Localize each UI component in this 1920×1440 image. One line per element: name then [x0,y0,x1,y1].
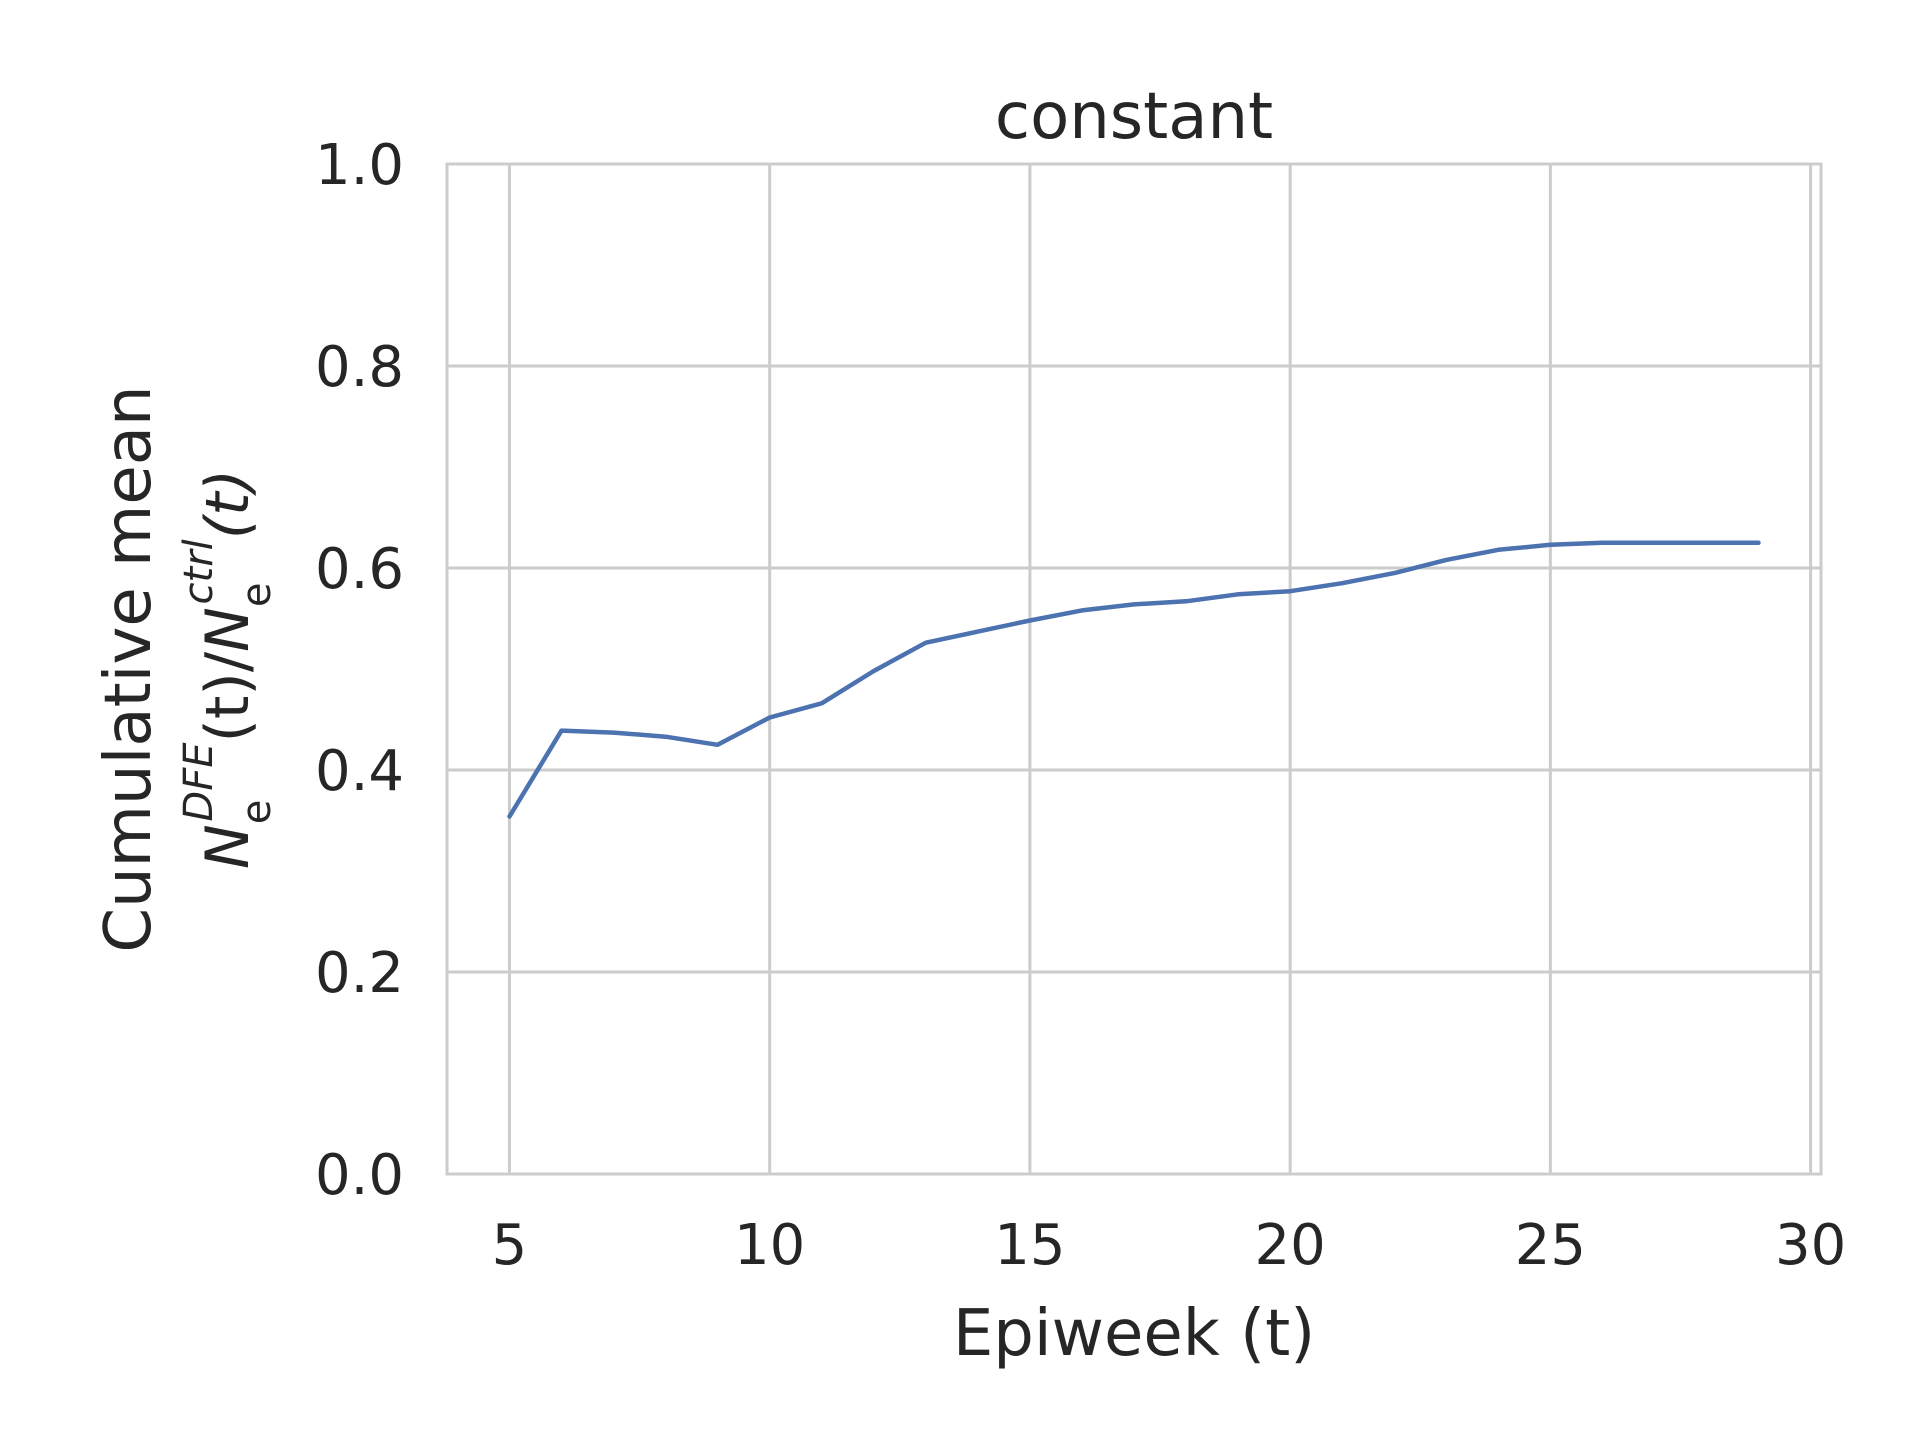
x-tick-label: 15 [994,1213,1065,1278]
x-tick-label: 5 [492,1213,528,1278]
y-tick-label: 0.6 [315,537,404,602]
y-tick-label: 0.4 [315,739,404,804]
y-tick-label: 1.0 [315,133,404,198]
x-axis-label: Epiweek (t) [953,1297,1315,1371]
ylabel-mid: (t)/ [193,651,263,742]
ylabel-n2-sub: e [234,582,280,607]
y-tick-label: 0.0 [315,1143,404,1208]
y-tick-label: 0.2 [315,941,404,1006]
x-tick-label: 10 [734,1213,805,1278]
y-axis-label-line1: Cumulative mean [92,385,166,952]
plot-frame [445,162,1823,1176]
plot-area [447,164,1821,1174]
y-axis-label-line2: NeDFE(t)/Nectrl(t) [176,469,280,869]
x-tick-label: 20 [1255,1213,1326,1278]
x-tick-label: 30 [1775,1213,1846,1278]
ylabel-n1-sub: e [234,800,280,825]
x-tick-labels: 5 10 15 20 25 30 [492,1213,1847,1278]
series-line [507,540,1761,819]
ylabel-n2: N [193,607,263,652]
ylabel-n2-sup: ctrl [176,539,222,604]
ylabel-end: (t) [193,469,263,539]
x-tick-label: 25 [1515,1213,1586,1278]
ylabel-n1: N [193,824,263,869]
chart-title: constant [995,80,1273,154]
y-tick-labels: 0.0 0.2 0.4 0.6 0.8 1.0 [315,133,404,1208]
series-layer [507,540,1761,819]
ylabel-n1-sup: DFE [176,742,222,822]
y-tick-label: 0.8 [315,335,404,400]
